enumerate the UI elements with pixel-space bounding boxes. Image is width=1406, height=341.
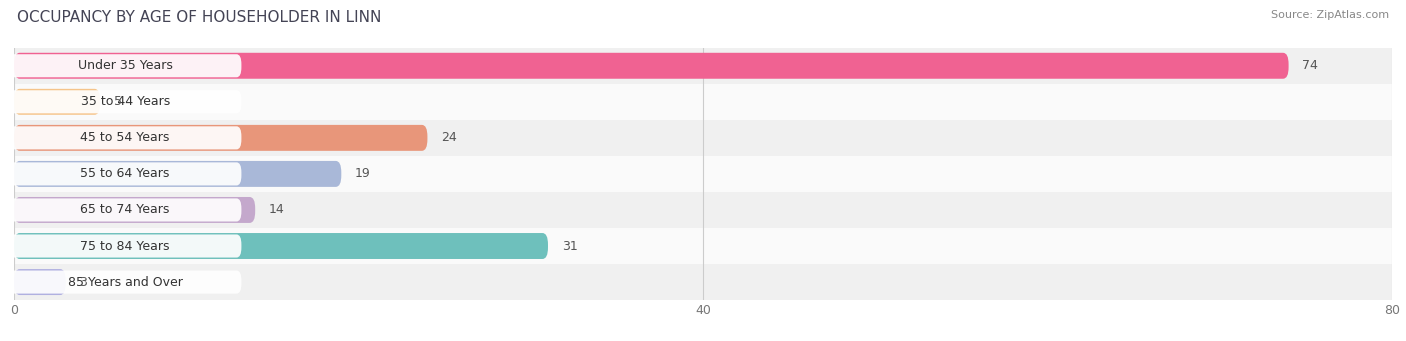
FancyBboxPatch shape	[8, 270, 242, 294]
FancyBboxPatch shape	[8, 54, 242, 77]
Text: 74: 74	[1302, 59, 1319, 72]
Text: 5: 5	[114, 95, 122, 108]
Text: 45 to 54 Years: 45 to 54 Years	[80, 131, 170, 144]
FancyBboxPatch shape	[8, 126, 242, 149]
Text: 3: 3	[80, 276, 87, 288]
Bar	[14, 84, 1392, 120]
Text: 35 to 44 Years: 35 to 44 Years	[80, 95, 170, 108]
FancyBboxPatch shape	[14, 89, 100, 115]
Text: 31: 31	[562, 239, 578, 252]
FancyBboxPatch shape	[14, 53, 1289, 79]
Bar	[14, 192, 1392, 228]
FancyBboxPatch shape	[14, 269, 66, 295]
FancyBboxPatch shape	[8, 198, 242, 222]
Bar	[14, 156, 1392, 192]
Bar	[14, 228, 1392, 264]
FancyBboxPatch shape	[14, 125, 427, 151]
Text: Under 35 Years: Under 35 Years	[77, 59, 173, 72]
FancyBboxPatch shape	[8, 162, 242, 186]
Bar	[14, 48, 1392, 84]
Bar	[14, 120, 1392, 156]
Text: 65 to 74 Years: 65 to 74 Years	[80, 204, 170, 217]
Text: 14: 14	[269, 204, 285, 217]
FancyBboxPatch shape	[8, 90, 242, 113]
FancyBboxPatch shape	[14, 161, 342, 187]
Text: Source: ZipAtlas.com: Source: ZipAtlas.com	[1271, 10, 1389, 20]
FancyBboxPatch shape	[8, 235, 242, 257]
Text: 24: 24	[441, 131, 457, 144]
Text: 19: 19	[356, 167, 371, 180]
FancyBboxPatch shape	[14, 197, 256, 223]
FancyBboxPatch shape	[14, 233, 548, 259]
Text: 85 Years and Over: 85 Years and Over	[67, 276, 183, 288]
Text: OCCUPANCY BY AGE OF HOUSEHOLDER IN LINN: OCCUPANCY BY AGE OF HOUSEHOLDER IN LINN	[17, 10, 381, 25]
Text: 55 to 64 Years: 55 to 64 Years	[80, 167, 170, 180]
Bar	[14, 264, 1392, 300]
Text: 75 to 84 Years: 75 to 84 Years	[80, 239, 170, 252]
